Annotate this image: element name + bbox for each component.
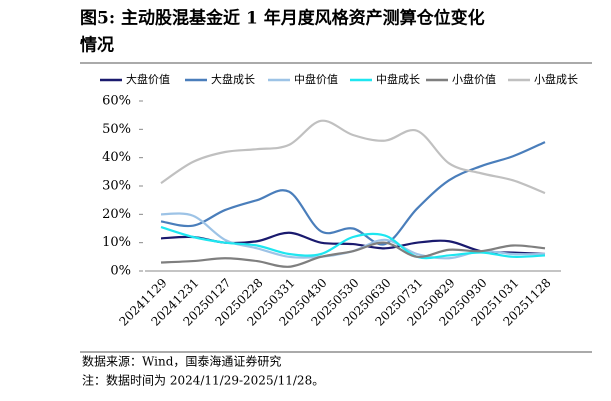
series-line: [160, 226, 546, 260]
legend-label: 小盘价值: [452, 72, 496, 86]
note: 注：数据时间为 2024/11/29-2025/11/28。: [82, 373, 324, 388]
y-tick-label: 50%: [102, 122, 131, 137]
series-line: [160, 141, 546, 246]
legend-label: 小盘成长: [534, 72, 578, 86]
legend-label: 大盘价值: [126, 72, 170, 86]
source: 数据来源：Wind，国泰海通证券研究: [82, 354, 281, 369]
chart-title: 图5: 主动股混基金近 1 年月度风格资产测算仓位变化: [80, 8, 485, 29]
y-tick-label: 10%: [102, 235, 131, 250]
legend-label: 中盘成长: [376, 72, 420, 86]
legend-label: 大盘成长: [211, 72, 255, 86]
chart-title: 情况: [80, 35, 114, 56]
y-tick-label: 20%: [102, 207, 131, 222]
legend-label: 中盘价值: [294, 72, 338, 86]
series-line: [160, 241, 546, 268]
y-tick-label: 0%: [110, 264, 131, 279]
y-tick-label: 40%: [102, 150, 131, 165]
series-line: [160, 119, 546, 195]
y-tick-label: 30%: [102, 179, 131, 194]
y-tick-label: 60%: [102, 94, 131, 109]
